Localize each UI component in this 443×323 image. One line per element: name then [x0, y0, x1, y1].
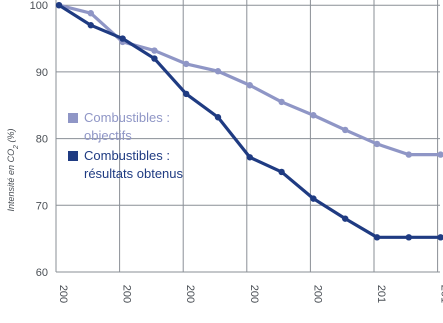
legend-swatch-1	[68, 151, 78, 161]
data-point-1	[405, 234, 412, 241]
data-point-1	[183, 90, 190, 98]
data-point-1	[214, 114, 222, 121]
y-tick-label: 80	[36, 134, 48, 146]
y-axis-label: Intensité en CO2 (%)	[6, 129, 20, 212]
x-tick-label: 200	[248, 285, 260, 303]
data-point-0	[87, 10, 95, 17]
x-tick-label: 200	[311, 285, 323, 303]
x-tick-label: 200	[57, 285, 69, 303]
legend-label-0: objectifs	[84, 128, 132, 143]
x-tick-label: 200	[121, 285, 133, 303]
data-point-0	[278, 98, 285, 106]
legend-swatch-0	[68, 113, 78, 123]
y-tick-label: 60	[36, 267, 48, 279]
data-point-0	[437, 151, 443, 158]
data-point-1	[373, 234, 381, 241]
legend-label-1: résultats obtenus	[84, 166, 184, 181]
data-point-1	[55, 1, 63, 9]
data-point-0	[246, 82, 253, 89]
data-point-1	[310, 195, 317, 202]
legend-label-1: Combustibles :	[84, 148, 170, 163]
data-point-1	[342, 215, 349, 222]
data-point-0	[183, 60, 190, 68]
x-tick-label: 200	[184, 285, 196, 303]
data-point-1	[246, 154, 253, 161]
data-point-0	[151, 47, 158, 54]
y-tick-label: 70	[36, 200, 48, 212]
data-point-1	[87, 22, 95, 29]
data-point-1	[278, 168, 285, 176]
data-point-0	[342, 126, 349, 134]
data-point-0	[373, 140, 381, 148]
data-point-0	[214, 68, 222, 75]
x-tick-label: 201	[375, 285, 387, 303]
legend-label-0: Combustibles :	[84, 110, 170, 125]
data-point-0	[310, 112, 317, 119]
data-point-1	[119, 35, 126, 42]
data-point-1	[151, 55, 158, 62]
y-tick-label: 90	[36, 67, 48, 79]
y-tick-label: 100	[30, 0, 48, 12]
x-tick-label: 201	[439, 285, 443, 303]
data-point-1	[437, 234, 443, 241]
data-point-0	[405, 151, 412, 158]
